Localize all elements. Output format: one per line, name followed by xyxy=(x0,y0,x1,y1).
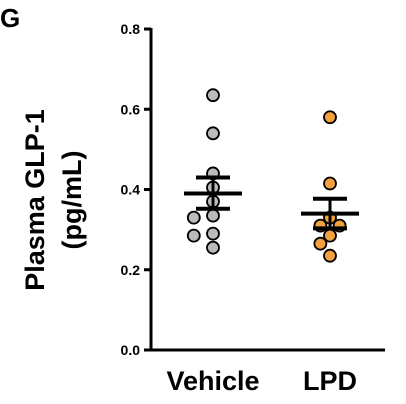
data-point xyxy=(206,240,220,255)
y-tick-label: 0.2 xyxy=(121,262,141,278)
x-category-labels: Vehicle LPD xyxy=(166,366,357,396)
y-ticks: 0.0 0.2 0.4 0.6 0.8 xyxy=(121,21,151,358)
y-axis-title-line2: (pg/mL) xyxy=(57,151,87,250)
x-category-label: LPD xyxy=(303,366,357,396)
panel-letter: G xyxy=(0,3,20,33)
data-point xyxy=(186,210,201,225)
y-tick-label: 0.4 xyxy=(121,182,141,198)
data-point xyxy=(206,88,220,103)
data-point xyxy=(206,208,220,223)
data-point xyxy=(206,226,220,241)
x-category-label: Vehicle xyxy=(166,366,259,396)
y-axis-title: Plasma GLP-1 (pg/mL) xyxy=(20,109,87,291)
data-point xyxy=(313,236,328,251)
axes xyxy=(149,28,385,352)
data-point xyxy=(206,126,220,141)
y-tick-label: 0.6 xyxy=(121,101,141,117)
data-point xyxy=(186,228,201,243)
y-tick-label: 0.8 xyxy=(121,21,141,37)
data-point xyxy=(323,248,337,263)
data-point xyxy=(323,110,337,125)
y-tick-label: 0.0 xyxy=(121,342,141,358)
data-points xyxy=(186,88,347,263)
data-point xyxy=(323,176,337,191)
y-axis-title-line1: Plasma GLP-1 xyxy=(20,109,50,291)
mean-sem-bars xyxy=(184,175,359,231)
